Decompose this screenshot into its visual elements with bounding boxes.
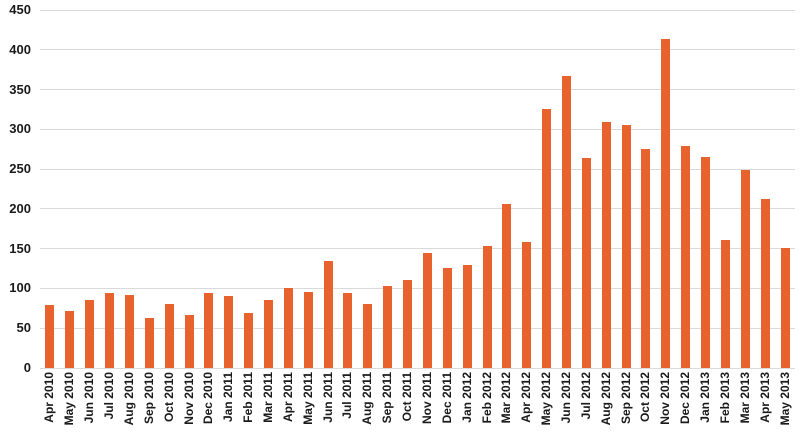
bar [581, 157, 591, 368]
x-axis-tick-label: Jun 2012 [559, 372, 573, 424]
y-axis-tick-label: 150 [9, 240, 31, 256]
y-axis-tick-label: 50 [16, 320, 31, 336]
gridline [40, 367, 795, 369]
gridline [40, 168, 795, 170]
bar [105, 293, 115, 368]
x-axis-tick-label: Nov 2010 [181, 372, 196, 425]
bar [740, 169, 750, 368]
bar [601, 122, 611, 368]
y-axis-tick-label: 250 [9, 161, 31, 177]
x-axis-tick-label: Jul 2010 [102, 372, 117, 420]
x-axis-tick-label: Sep 2011 [380, 372, 395, 424]
bar [720, 239, 730, 368]
x-axis-tick-label: Aug 2011 [360, 372, 375, 425]
gridline [40, 287, 795, 289]
bar [422, 252, 432, 368]
bar [204, 293, 214, 368]
x-axis-tick-label: Aug 2012 [598, 372, 613, 426]
bar [164, 303, 174, 368]
bar [562, 76, 571, 368]
x-axis-tick-label: Jul 2011 [340, 372, 355, 419]
bar [244, 313, 254, 368]
y-axis-tick-label: 400 [9, 41, 31, 57]
x-axis-tick-label: Jan 2012 [459, 372, 474, 423]
x-axis-tick-label: Mar 2011 [260, 372, 275, 423]
bar [760, 199, 770, 368]
y-axis-tick-label: 200 [9, 200, 31, 216]
bar [85, 299, 95, 368]
bar [65, 310, 75, 368]
bar [283, 287, 293, 368]
bar [502, 204, 512, 368]
x-axis-tick-label: Apr 2013 [757, 372, 772, 423]
x-axis-tick-label: Sep 2010 [141, 372, 156, 425]
bar [542, 108, 552, 368]
bar [442, 267, 452, 368]
gridline [40, 248, 795, 250]
bar [263, 299, 273, 368]
x-axis-tick-label: Sep 2012 [618, 372, 633, 425]
x-axis-tick-label: Jun 2011 [320, 372, 335, 423]
y-axis-tick-label: 350 [9, 81, 31, 97]
y-axis-tick-label: 450 [9, 2, 31, 17]
gridline [40, 49, 795, 51]
x-axis-tick-label: Apr 2012 [519, 372, 534, 423]
gridline [40, 89, 795, 91]
x-axis-tick-label: Mar 2013 [737, 372, 752, 424]
bar [343, 293, 353, 368]
x-axis-tick-label: Nov 2011 [419, 372, 434, 425]
bar [124, 294, 134, 368]
bar [45, 305, 55, 368]
bar [621, 124, 631, 368]
x-axis-tick-label: Jul 2012 [578, 372, 593, 420]
x-axis-tick-label: Jun 2010 [82, 372, 97, 424]
x-axis-tick-label: Dec 2012 [678, 372, 693, 425]
bar [323, 261, 333, 368]
x-axis-tick-label: Jan 2011 [221, 372, 236, 423]
x-axis-tick-label: May 2013 [777, 372, 792, 426]
y-axis-tick-label: 300 [9, 121, 31, 137]
bar [641, 149, 651, 368]
x-axis-tick-label: Apr 2011 [280, 372, 295, 423]
bar [482, 246, 492, 368]
x-axis-tick-label: Dec 2010 [201, 372, 216, 425]
bar [701, 157, 711, 368]
x-axis-tick-label: Dec 2011 [439, 372, 454, 424]
x-axis-tick-label: Feb 2011 [241, 372, 256, 423]
x-axis-tick-label: Feb 2012 [479, 372, 494, 424]
bar [661, 39, 671, 368]
x-axis-tick-label: Aug 2010 [121, 372, 136, 426]
x-axis-tick-label: May 2010 [62, 372, 77, 426]
bar [403, 279, 413, 368]
bar [144, 317, 154, 368]
x-axis-tick-label: Nov 2012 [658, 372, 673, 425]
x-axis-tick-label: Oct 2011 [400, 372, 415, 422]
gridline [40, 128, 795, 130]
gridline [40, 9, 795, 11]
bar [462, 264, 472, 368]
bar [363, 303, 373, 368]
bar [780, 247, 790, 368]
bar [681, 146, 691, 368]
gridline [40, 327, 795, 329]
bar [184, 315, 194, 368]
x-axis-tick-label: May 2011 [300, 372, 315, 425]
x-axis-tick-label: May 2012 [539, 372, 554, 426]
bar [383, 286, 393, 368]
y-axis-tick-label: 100 [9, 280, 31, 296]
gridline [40, 208, 795, 210]
x-axis-tick-label: Apr 2010 [42, 372, 57, 423]
x-axis-tick-label: Mar 2012 [499, 372, 514, 424]
bar [224, 295, 234, 368]
x-axis-tick-label: Oct 2010 [161, 372, 176, 423]
x-axis-tick-label: Feb 2013 [717, 372, 732, 424]
x-axis-tick-label: Oct 2012 [638, 372, 653, 423]
x-axis-tick-label: Jan 2013 [698, 372, 713, 423]
y-axis-tick-label: 0 [23, 360, 31, 375]
bar [303, 292, 313, 368]
bar [522, 242, 532, 368]
